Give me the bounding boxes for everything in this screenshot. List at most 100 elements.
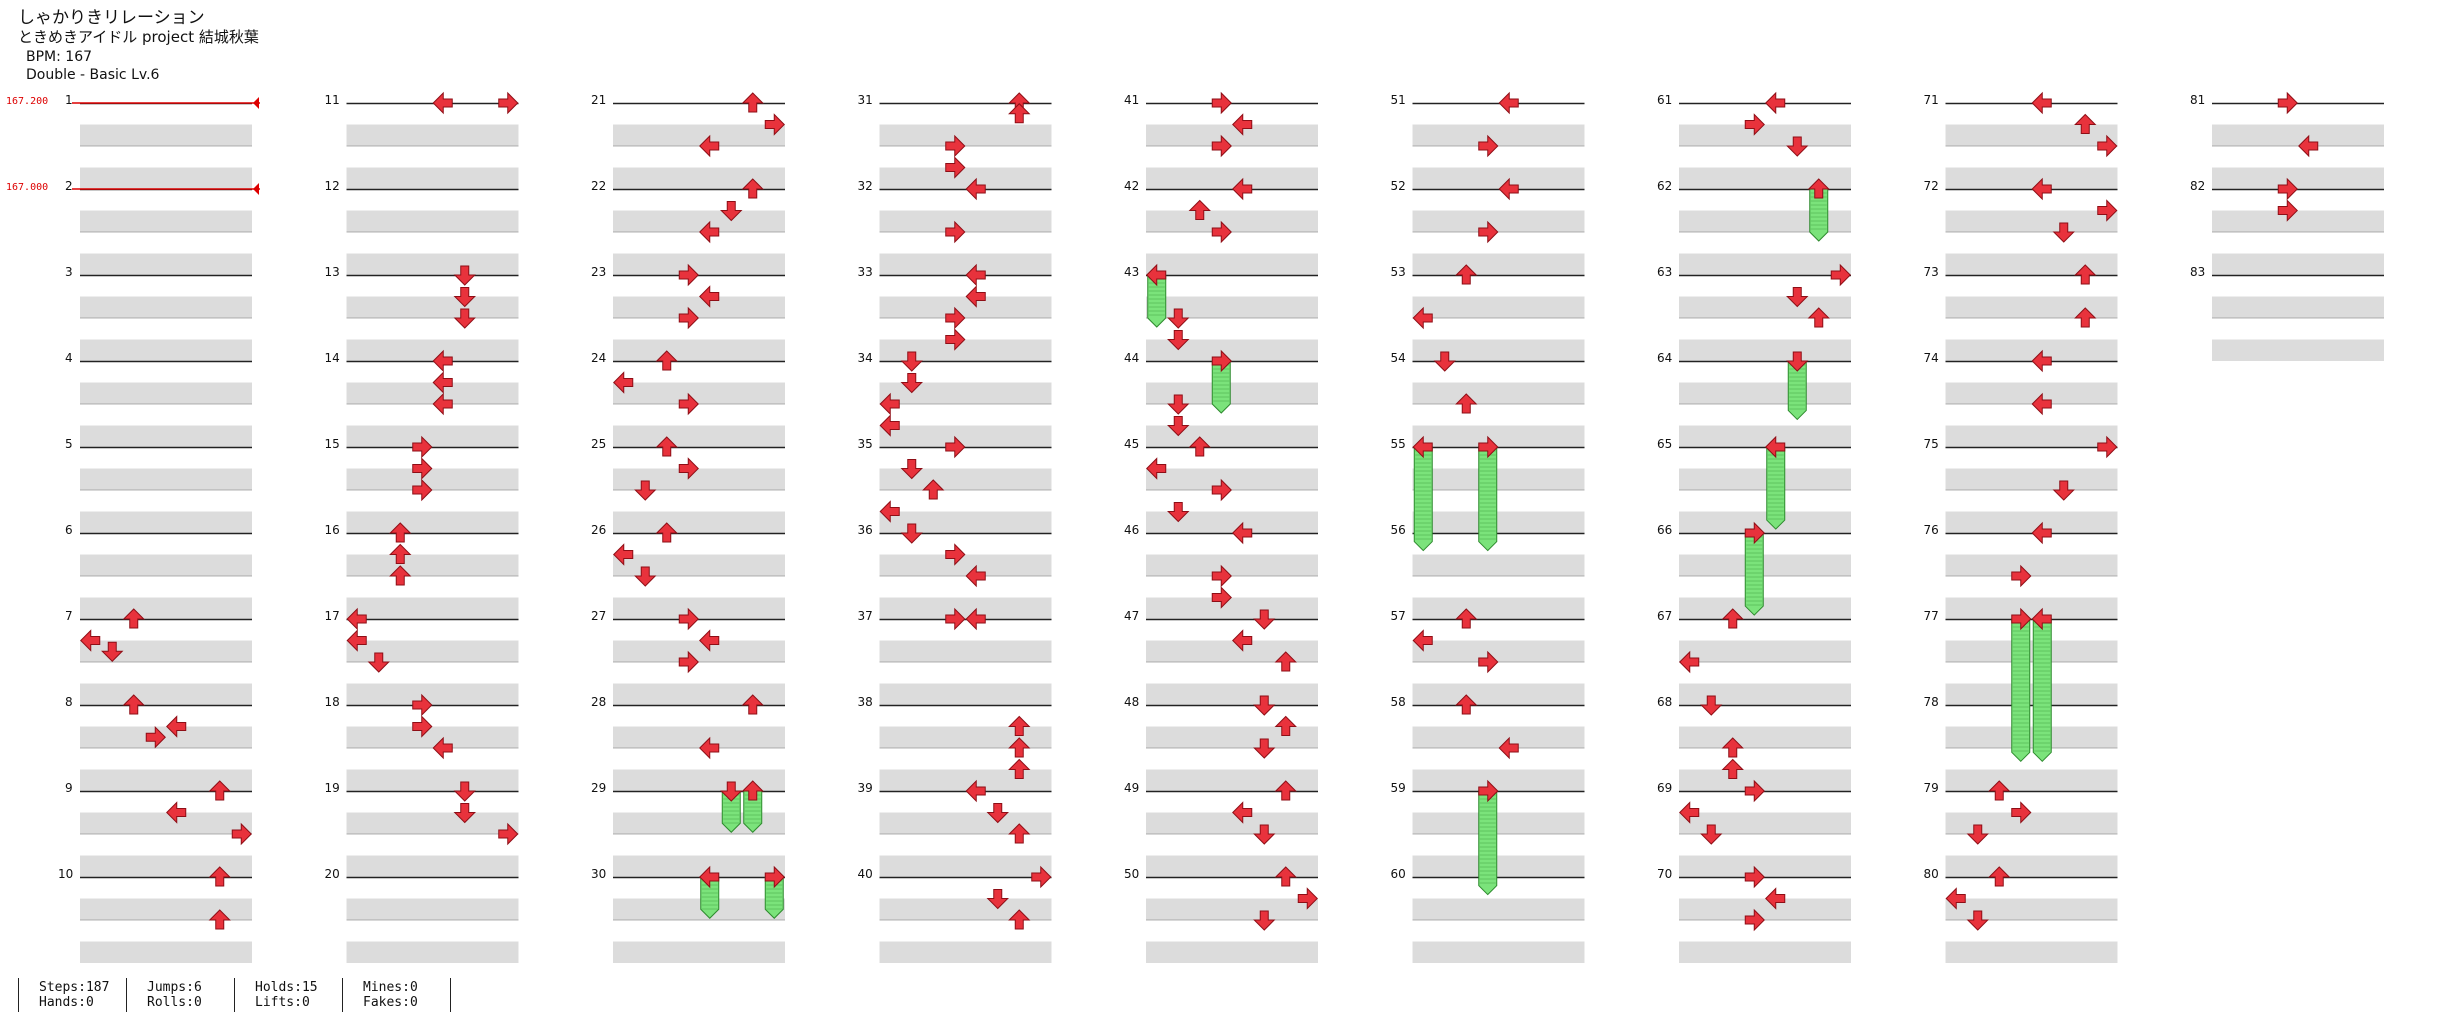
right-arrow-icon: [1478, 650, 1499, 674]
beat-stripe: [1945, 597, 2118, 619]
measure-number: 56: [1390, 523, 1406, 537]
beat-stripe: [1945, 554, 2118, 576]
beat-stripe: [1146, 554, 1318, 576]
beat-stripe: [879, 296, 1052, 318]
beat-stripe: [80, 640, 252, 662]
beat-stripe: [1945, 124, 2118, 146]
beat-stripe: [1412, 425, 1585, 447]
up-arrow-icon: [1455, 393, 1478, 414]
beat-stripe: [346, 640, 519, 662]
stat-cell: Mines:0 Fakes:0: [342, 978, 451, 1012]
measure-number: 82: [2190, 179, 2206, 193]
beat-stripe: [1945, 296, 2118, 318]
down-arrow-icon: [1966, 910, 1989, 931]
bpm-change-label: 167.200: [6, 96, 49, 107]
measure-number: 39: [857, 781, 873, 795]
left-arrow-icon: [699, 736, 720, 760]
measure-number: 59: [1390, 781, 1406, 795]
beat-stripe: [1412, 726, 1585, 748]
beat-stripe: [346, 382, 519, 404]
up-arrow-icon: [741, 780, 764, 801]
right-arrow-icon: [678, 650, 699, 674]
beat-stripe: [346, 253, 519, 275]
beat-stripe: [613, 941, 785, 963]
beat-stripe: [80, 468, 252, 490]
up-arrow-icon: [1274, 780, 1297, 801]
measure-number: 49: [1124, 781, 1140, 795]
down-arrow-icon: [2052, 480, 2075, 501]
beat-stripe: [1679, 253, 1851, 275]
measure-number: 1: [65, 93, 73, 107]
beat-stripe: [1679, 640, 1851, 662]
right-arrow-icon: [412, 715, 433, 738]
up-arrow-icon: [922, 479, 945, 500]
left-arrow-icon: [2031, 392, 2052, 416]
measure-number: 13: [324, 265, 340, 279]
beat-stripe: [1945, 812, 2118, 834]
beat-stripe: [2212, 339, 2384, 361]
down-arrow-icon: [1167, 330, 1190, 351]
beat-stripe: [613, 726, 785, 748]
up-arrow-icon: [741, 92, 764, 113]
right-arrow-icon: [1211, 349, 1232, 373]
right-arrow-icon: [412, 693, 433, 717]
beat-stripe: [879, 597, 1052, 619]
right-arrow-icon: [412, 435, 433, 459]
left-arrow-icon: [1498, 736, 1519, 760]
left-arrow-icon: [1498, 91, 1519, 115]
beat-stripe: [879, 124, 1052, 146]
left-arrow-icon: [1412, 629, 1433, 652]
measure-number: 3: [65, 265, 73, 279]
right-arrow-icon: [498, 91, 519, 115]
beat-stripe: [613, 124, 785, 146]
left-arrow-icon: [1146, 263, 1167, 287]
measure-number: 30: [591, 867, 607, 881]
beat-stripe: [1146, 941, 1318, 963]
measure-number: 68: [1657, 695, 1673, 709]
measure-number: 22: [591, 179, 607, 193]
beat-stripe: [613, 167, 785, 189]
down-arrow-icon: [1786, 287, 1809, 308]
up-arrow-icon: [1988, 780, 2011, 801]
right-arrow-icon: [1031, 865, 1052, 889]
beat-stripe: [1146, 855, 1318, 877]
measure-number: 75: [1923, 437, 1939, 451]
measure-number: 32: [857, 179, 873, 193]
beat-stripe: [879, 511, 1052, 533]
beat-stripe: [1412, 812, 1585, 834]
beat-stripe: [1412, 167, 1585, 189]
beat-stripe: [80, 554, 252, 576]
left-arrow-icon: [346, 607, 367, 631]
beat-stripe: [1146, 425, 1318, 447]
left-arrow-icon: [613, 371, 634, 394]
beat-stripe: [1412, 855, 1585, 877]
measure-number: 66: [1657, 523, 1673, 537]
right-arrow-icon: [1297, 887, 1318, 910]
beat-stripe: [879, 812, 1052, 834]
beat-stripe: [80, 210, 252, 232]
right-arrow-icon: [945, 543, 966, 566]
beat-stripe: [1945, 726, 2118, 748]
down-arrow-icon: [1167, 394, 1190, 415]
measure-number: 4: [65, 351, 73, 365]
right-arrow-icon: [412, 457, 433, 480]
beat-stripe: [1945, 339, 2118, 361]
beat-stripe: [1679, 554, 1851, 576]
left-arrow-icon: [346, 629, 367, 652]
down-arrow-icon: [720, 201, 743, 222]
measure-number: 58: [1390, 695, 1406, 709]
beat-stripe: [1412, 339, 1585, 361]
song-artist: ときめきアイドル project 結城秋葉: [18, 28, 259, 46]
down-arrow-icon: [900, 459, 923, 480]
beat-stripe: [1146, 640, 1318, 662]
beat-stripe: [879, 941, 1052, 963]
beat-stripe: [613, 339, 785, 361]
up-arrow-icon: [741, 694, 764, 715]
right-arrow-icon: [945, 156, 966, 179]
measure-number: 62: [1657, 179, 1673, 193]
beat-stripe: [1679, 296, 1851, 318]
down-arrow-icon: [101, 641, 124, 662]
up-arrow-icon: [1274, 715, 1297, 736]
measure-number: 42: [1124, 179, 1140, 193]
